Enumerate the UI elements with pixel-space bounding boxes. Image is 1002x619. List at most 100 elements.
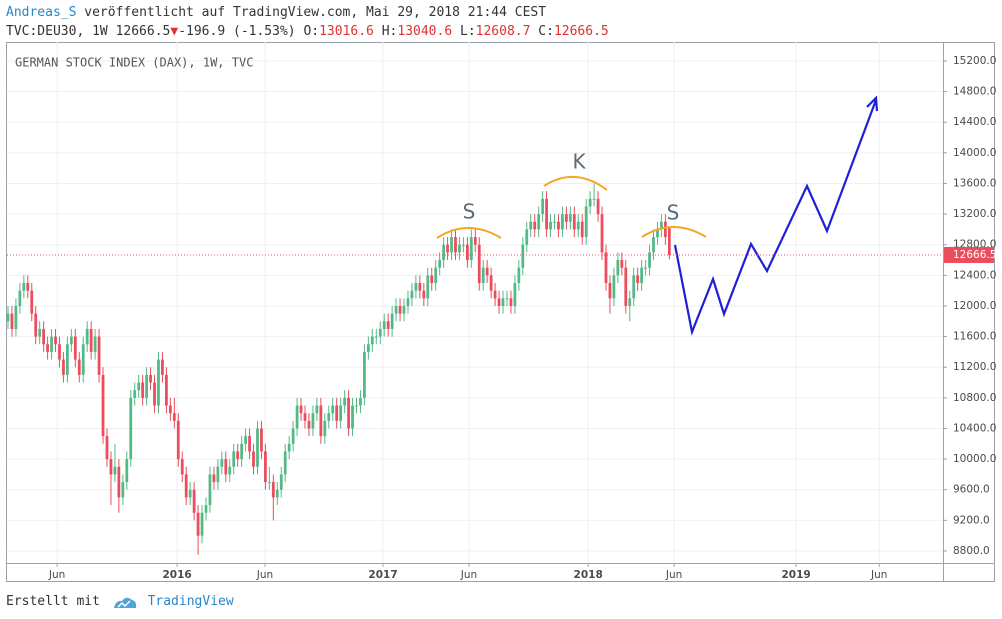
y-tick-label: 10800.0 [953, 392, 996, 404]
brand[interactable]: TradingView [147, 594, 234, 609]
candle-body [232, 451, 236, 467]
candle-body [236, 451, 240, 460]
candle-body [113, 466, 117, 475]
candle-body [192, 489, 196, 513]
y-tick-label: 14400.0 [953, 116, 996, 128]
candle-body [489, 275, 493, 291]
candle-body [85, 328, 89, 345]
candle-body [69, 336, 73, 345]
x-tick-label: Jun [256, 569, 273, 581]
x-tick-label: Jun [48, 569, 65, 581]
candle-body [54, 336, 57, 345]
candle-body [477, 244, 481, 284]
candle-body [390, 313, 394, 329]
candle-body [418, 283, 422, 291]
candle-body [644, 267, 647, 269]
candle-body [351, 405, 354, 429]
candle-body [117, 466, 121, 498]
candle-body [66, 344, 69, 375]
candle-body [493, 290, 497, 299]
l-value: 12608.7 [475, 24, 531, 39]
candle-body [129, 397, 133, 460]
candle-body [244, 436, 247, 444]
candle-body [576, 221, 580, 230]
x-tick-label: 2018 [574, 569, 603, 581]
candle-body [438, 260, 442, 268]
candle-body [180, 459, 184, 475]
author[interactable]: Andreas_S [6, 5, 77, 20]
candle-body [469, 237, 473, 261]
candle-body [656, 229, 659, 238]
candle-body [402, 305, 406, 314]
candle-body [121, 482, 125, 498]
y-tick-label: 8800.0 [953, 545, 990, 557]
y-tick-label: 13200.0 [953, 208, 996, 220]
candle-body [256, 428, 259, 467]
candle-body [564, 214, 568, 222]
candle-body [422, 290, 426, 299]
candle-body [165, 374, 168, 406]
candle-body [275, 489, 279, 498]
candle-body [343, 397, 346, 406]
candle-body [557, 221, 560, 230]
candle-body [572, 214, 576, 230]
brand-logo [113, 597, 136, 608]
candle-body [359, 397, 362, 406]
c-label: C: [538, 24, 554, 39]
candle-body [172, 413, 176, 421]
candle-body [283, 451, 287, 475]
candle-body [109, 459, 113, 475]
x-tick-label: Jun [460, 569, 477, 581]
candle-body [216, 466, 220, 483]
candle-body [378, 328, 382, 337]
candle-body [196, 512, 200, 536]
candle-body [525, 229, 529, 245]
candle-body [667, 228, 671, 255]
candle-body [529, 221, 533, 230]
candle-body [465, 244, 469, 261]
candle-body [295, 405, 299, 429]
candle-body [454, 237, 457, 253]
candle-body [331, 405, 335, 414]
candle-body [608, 283, 612, 299]
candle-body [370, 336, 374, 345]
candle-body [632, 275, 636, 299]
candle-body [315, 405, 319, 414]
candle-body [184, 474, 188, 498]
y-tick-label: 15200.0 [953, 55, 996, 67]
candle-body [168, 405, 172, 414]
y-tick-label: 12400.0 [953, 269, 996, 281]
chart-frame [6, 42, 995, 582]
annotation: K [572, 150, 586, 174]
candle-body [406, 298, 410, 306]
h-value: 13040.6 [397, 24, 453, 39]
candle-body [161, 359, 164, 375]
header-line-1: Andreas_S veröffentlicht auf TradingView… [6, 5, 546, 20]
candle-body [592, 198, 596, 200]
candle-body [580, 221, 584, 238]
y-tick-label: 9600.0 [953, 484, 990, 496]
o-value: 13016.6 [319, 24, 374, 39]
candle-body [501, 298, 505, 306]
candle-body [240, 443, 244, 460]
arc [641, 226, 707, 238]
candle-body [149, 374, 152, 383]
candle-body [26, 283, 30, 291]
candle-body [374, 336, 378, 338]
candle-body [517, 267, 521, 284]
candle-body [264, 451, 267, 483]
candles [6, 183, 671, 555]
candle-body [588, 198, 592, 207]
candle-body [382, 321, 386, 329]
candle-body [228, 466, 232, 475]
candle-body [410, 290, 414, 299]
candle-body [355, 405, 358, 407]
candle-body [267, 482, 271, 484]
candle-body [624, 267, 628, 306]
candle-body [307, 420, 311, 429]
candle-body [18, 290, 22, 306]
candle-body [311, 413, 315, 429]
candle-body [497, 298, 501, 306]
c-value: 12666.5 [553, 24, 609, 39]
